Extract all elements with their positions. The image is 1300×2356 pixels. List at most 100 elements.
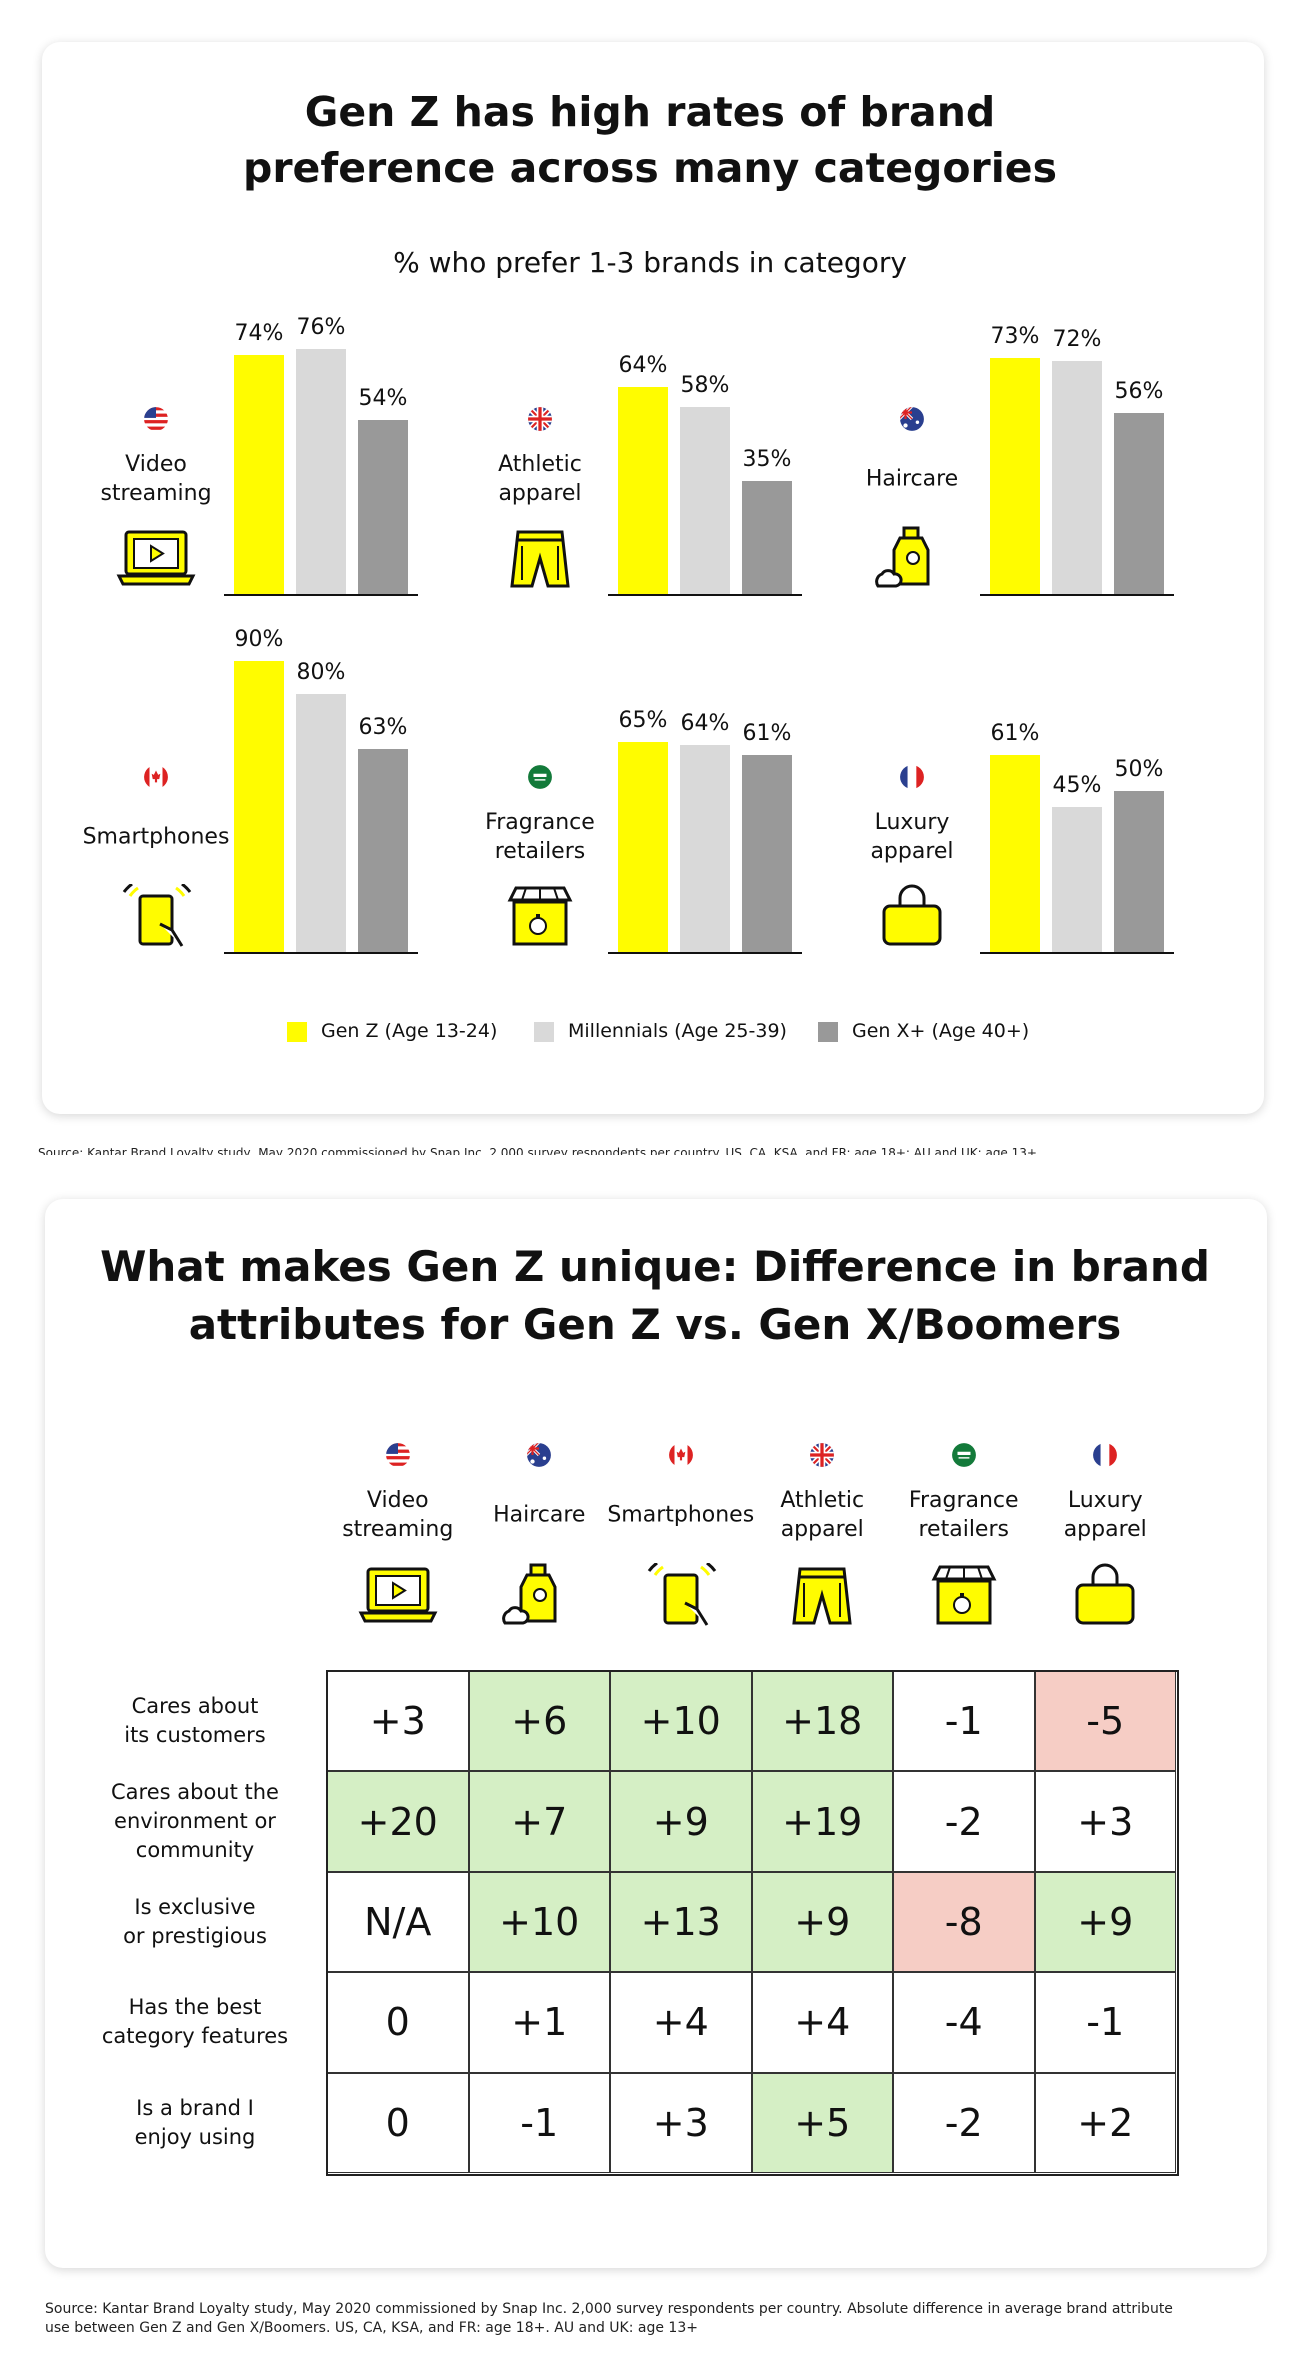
bar	[358, 419, 408, 594]
icon	[358, 1563, 438, 1627]
bar	[1052, 361, 1102, 594]
row-label-line: Has the best	[128, 1995, 262, 2020]
chart-title: Gen Z has high rates of brand preference…	[242, 88, 1057, 192]
table-cell: +6	[468, 1671, 610, 1772]
icon	[782, 1563, 862, 1627]
value-label: 76%	[296, 314, 346, 340]
baseline	[608, 594, 802, 596]
bar	[296, 693, 346, 952]
table-cell: -1	[468, 2072, 610, 2173]
category-label: Haircare	[865, 466, 959, 492]
row-label-line: Is exclusive	[134, 1894, 256, 1919]
value-label: 61%	[742, 720, 792, 746]
column-header: Luxury apparel	[1063, 1488, 1147, 1542]
bar	[234, 354, 284, 594]
source-note: Source: Kantar Brand Loyalty study, May …	[45, 2301, 1173, 2336]
baseline	[980, 952, 1174, 954]
baseline	[224, 594, 418, 596]
column-header: Haircare	[493, 1502, 586, 1528]
table-border	[326, 1670, 1179, 2176]
table-cell: +4	[751, 1972, 893, 2073]
icon	[500, 526, 580, 590]
table-cell: +2	[1034, 2072, 1176, 2173]
row-label-line: category features	[101, 2024, 289, 2049]
row-label-line: or prestigious	[123, 1923, 267, 1948]
column-header: Video streaming	[342, 1488, 454, 1542]
flag	[526, 1442, 552, 1468]
row-label-line: enjoy using	[134, 2124, 256, 2149]
category-label: Fragrance retailers	[485, 810, 595, 864]
source-note: Source: Kantar Brand Loyalty study, May …	[38, 1146, 1037, 1155]
table-cell: -1	[1034, 1972, 1176, 2073]
baseline	[980, 594, 1174, 596]
flag	[809, 1442, 835, 1468]
flag	[143, 406, 169, 432]
value-label: 61%	[990, 720, 1040, 746]
bar	[234, 661, 284, 952]
table-cell: +10	[468, 1871, 610, 1973]
table-cell: +3	[1034, 1771, 1176, 1872]
flag	[668, 1442, 694, 1468]
value-label: 65%	[618, 708, 668, 734]
value-label: 35%	[742, 446, 792, 472]
row-label: Cares about the environment or community	[75, 1771, 315, 1871]
table-cell: +13	[610, 1871, 752, 1973]
bar	[742, 754, 792, 952]
flag	[385, 1442, 411, 1468]
flag	[899, 764, 925, 790]
table-cell: -4	[893, 1972, 1035, 2073]
bar	[618, 742, 668, 952]
value-label: 72%	[1052, 327, 1102, 353]
legend-swatch	[818, 1022, 838, 1042]
bar	[1052, 806, 1102, 952]
subtitle: % who prefer 1-3 brands in category	[393, 246, 907, 279]
table-cell: 0	[327, 2072, 469, 2173]
icon	[872, 884, 952, 948]
table-cell: +9	[1034, 1871, 1176, 1973]
row-label-line: community	[135, 1838, 255, 1863]
legend-label: Gen X+ (Age 40+)	[852, 1020, 1030, 1042]
icon	[924, 1563, 1004, 1627]
table-cell: +18	[751, 1671, 893, 1772]
baseline	[224, 952, 418, 954]
table-cell: +7	[468, 1771, 610, 1872]
flag	[527, 764, 553, 790]
bar	[1114, 790, 1164, 952]
value-label: 74%	[234, 320, 284, 346]
table-cell: -8	[893, 1871, 1035, 1973]
row-label: Cares about its customers	[75, 1671, 315, 1771]
bar	[990, 358, 1040, 594]
table-cell: +9	[751, 1871, 893, 1973]
legend-label: Millennials (Age 25-39)	[568, 1020, 787, 1042]
icon	[641, 1561, 721, 1627]
bar	[680, 406, 730, 594]
column-header: Athletic apparel	[780, 1488, 865, 1542]
flag	[527, 406, 553, 432]
bar	[990, 754, 1040, 952]
legend-label: Gen Z (Age 13-24)	[321, 1020, 498, 1042]
value-label: 54%	[358, 385, 408, 411]
row-label-line: Is a brand I	[136, 2095, 254, 2120]
bar	[618, 387, 668, 594]
value-label: 90%	[234, 627, 284, 653]
legend-swatch	[287, 1022, 307, 1042]
value-label: 56%	[1114, 379, 1164, 405]
icon	[116, 526, 196, 590]
icon	[1065, 1563, 1145, 1627]
bar	[1114, 413, 1164, 594]
legend-swatch	[534, 1022, 554, 1042]
category-label: Athletic apparel	[498, 452, 582, 506]
table-cell: +10	[610, 1671, 752, 1772]
table-cell: +3	[610, 2072, 752, 2173]
category-label: Smartphones	[82, 824, 230, 850]
row-label-line: Cares about	[131, 1694, 259, 1719]
value-label: 64%	[680, 711, 730, 737]
flag	[899, 406, 925, 432]
row-label-line: environment or	[114, 1809, 276, 1834]
category-label: Video streaming	[100, 452, 212, 506]
row-label: Is exclusive or prestigious	[75, 1872, 315, 1972]
row-label-line: Cares about the	[111, 1780, 279, 1805]
column-header: Fragrance retailers	[908, 1488, 1019, 1542]
value-label: 64%	[618, 353, 668, 379]
table-cell: +9	[610, 1771, 752, 1872]
